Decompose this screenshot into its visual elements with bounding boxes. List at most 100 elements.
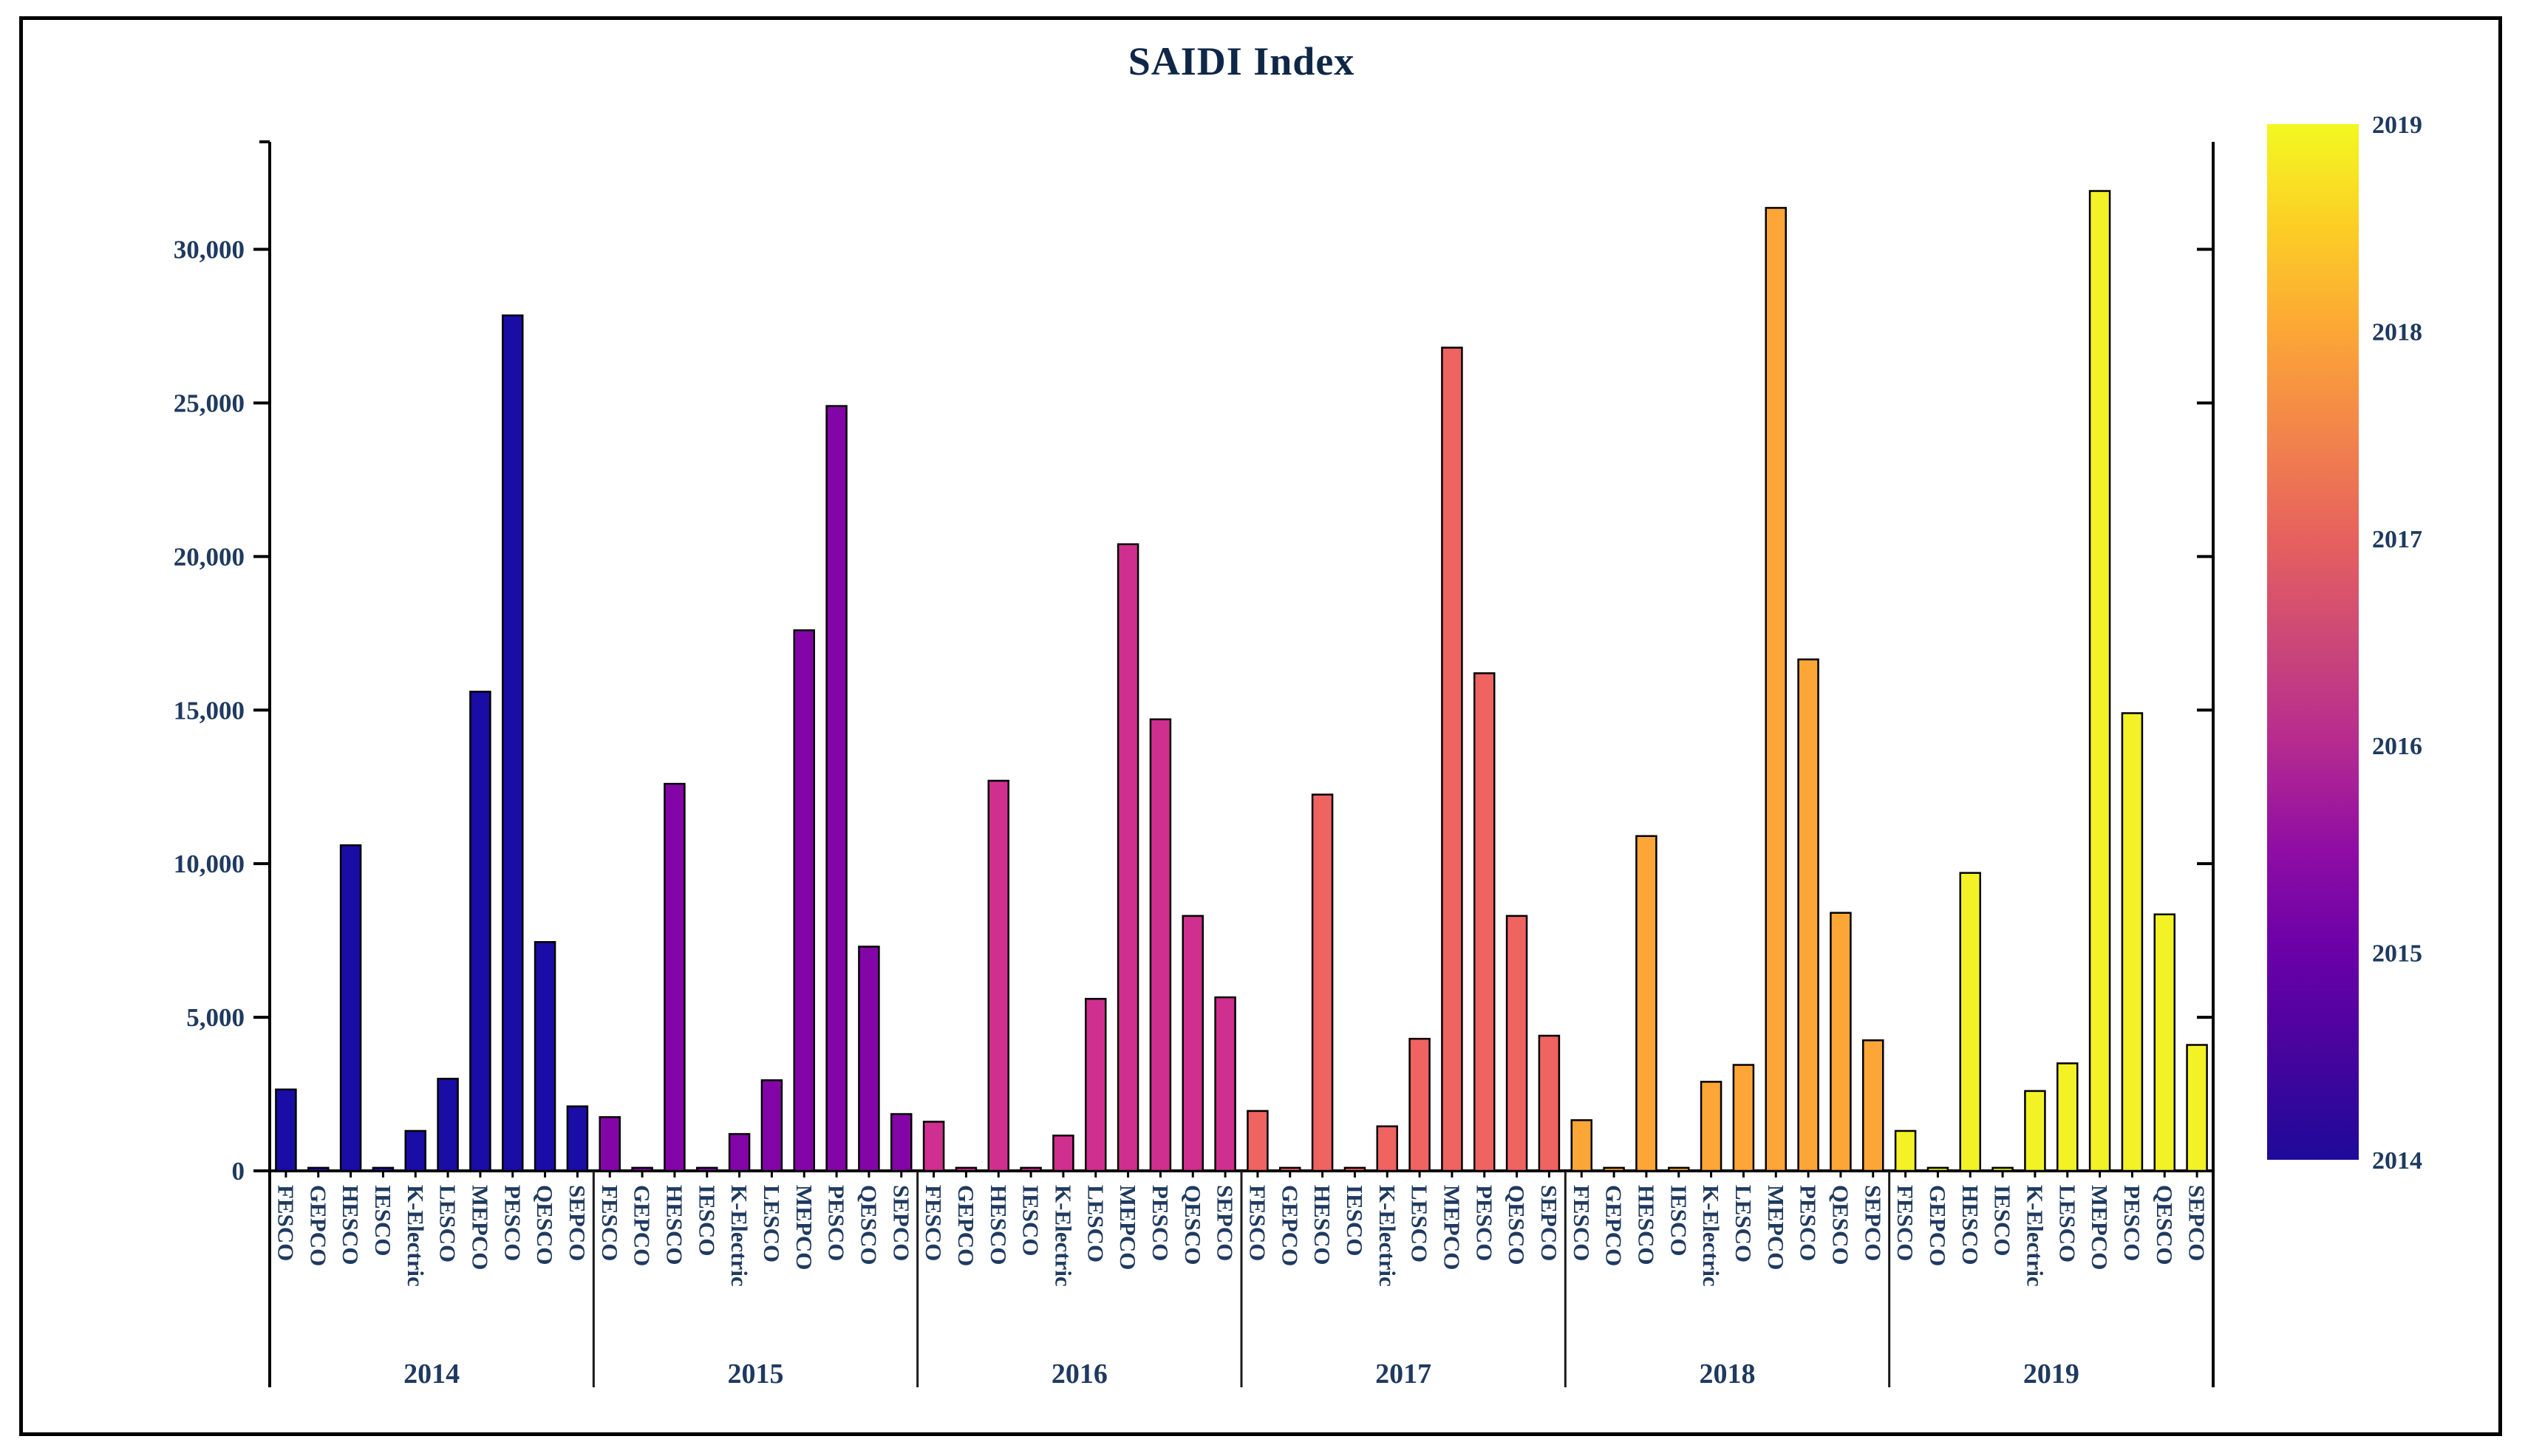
bar-2018-MEPCO	[1765, 207, 1787, 1172]
bar-2016-HESCO	[987, 779, 1009, 1172]
company-label: HESCO	[1633, 1185, 1659, 1265]
bar-2019-FESCO	[1894, 1129, 1917, 1172]
company-label: K-Electric	[403, 1185, 429, 1287]
company-label: QESCO	[856, 1185, 882, 1265]
bar-2014-K-Electric	[404, 1129, 426, 1172]
company-label: PESCO	[1471, 1185, 1497, 1261]
y-tick-label: 5,000	[186, 1003, 245, 1032]
bar-2019-QESCO	[2153, 913, 2175, 1172]
y-tick-label: 10,000	[174, 850, 245, 878]
bar-2016-GEPCO	[955, 1166, 978, 1172]
bar-2017-LESCO	[1408, 1037, 1431, 1172]
company-label: K-Electric	[726, 1185, 752, 1287]
y-tick-label: 30,000	[174, 236, 245, 264]
company-label: GEPCO	[1925, 1185, 1951, 1266]
bar-2017-SEPCO	[1538, 1034, 1561, 1172]
company-label: PESCO	[1148, 1185, 1173, 1261]
bar-2015-SEPCO	[890, 1112, 913, 1172]
company-label: HESCO	[338, 1185, 364, 1265]
bar-2017-FESCO	[1247, 1110, 1269, 1172]
y-tick-label: 0	[232, 1157, 245, 1186]
company-label: FESCO	[597, 1185, 623, 1261]
company-label: FESCO	[1569, 1185, 1595, 1261]
bar-2018-GEPCO	[1603, 1166, 1625, 1172]
company-label: QESCO	[532, 1185, 558, 1265]
colorbar	[2267, 124, 2359, 1160]
company-label: HESCO	[986, 1185, 1012, 1265]
colorbar-label: 2019	[2372, 112, 2422, 139]
company-label: LESCO	[1083, 1185, 1108, 1262]
company-label: LESCO	[759, 1185, 785, 1262]
company-label: PESCO	[500, 1185, 525, 1261]
bar-2017-MEPCO	[1441, 346, 1463, 1172]
company-label: QESCO	[1504, 1185, 1530, 1265]
bar-2018-HESCO	[1635, 835, 1657, 1172]
company-label: GEPCO	[305, 1185, 331, 1266]
company-label: FESCO	[1244, 1185, 1270, 1261]
company-label: FESCO	[1892, 1185, 1918, 1261]
bar-2016-MEPCO	[1117, 543, 1139, 1172]
company-label: SEPCO	[1213, 1185, 1238, 1261]
company-label: SEPCO	[1536, 1185, 1562, 1261]
bar-2017-PESCO	[1473, 672, 1496, 1172]
bar-2018-LESCO	[1732, 1064, 1755, 1172]
bar-2014-SEPCO	[566, 1105, 589, 1172]
company-label: MEPCO	[1763, 1185, 1789, 1270]
company-label: IESCO	[1342, 1185, 1368, 1256]
bar-2018-K-Electric	[1700, 1081, 1722, 1172]
year-label: 2019	[2023, 1358, 2079, 1390]
company-label: IESCO	[1666, 1185, 1691, 1256]
company-label: SEPCO	[565, 1185, 590, 1261]
bar-2019-HESCO	[1959, 872, 1981, 1172]
bar-2016-FESCO	[922, 1121, 945, 1172]
year-label: 2018	[1700, 1358, 1756, 1390]
company-label: HESCO	[1957, 1185, 1983, 1265]
company-label: HESCO	[661, 1185, 687, 1265]
bar-2016-K-Electric	[1052, 1134, 1074, 1172]
bar-2016-PESCO	[1149, 718, 1172, 1172]
year-label: 2017	[1375, 1358, 1431, 1390]
bar-2016-SEPCO	[1214, 996, 1236, 1172]
year-label: 2016	[1052, 1358, 1108, 1390]
bar-2018-FESCO	[1570, 1119, 1592, 1172]
bar-2018-IESCO	[1668, 1166, 1690, 1172]
bar-2019-IESCO	[1991, 1166, 2014, 1172]
company-label: IESCO	[1018, 1185, 1044, 1256]
bar-2019-K-Electric	[2024, 1090, 2046, 1172]
year-label: 2015	[728, 1358, 784, 1390]
company-label: QESCO	[2152, 1185, 2178, 1265]
bar-2015-MEPCO	[793, 629, 815, 1172]
colorbar-label: 2018	[2372, 318, 2422, 346]
bar-2014-QESCO	[534, 940, 556, 1172]
company-label: SEPCO	[2184, 1185, 2210, 1261]
company-label: K-Electric	[1050, 1185, 1076, 1287]
company-label: QESCO	[1827, 1185, 1853, 1265]
company-label: HESCO	[1309, 1185, 1335, 1265]
company-label: QESCO	[1180, 1185, 1206, 1265]
colorbar-label: 2016	[2372, 733, 2422, 760]
bar-2018-SEPCO	[1862, 1039, 1884, 1172]
figure-frame	[19, 16, 2502, 1436]
colorbar-label: 2014	[2372, 1147, 2422, 1175]
colorbar-label: 2015	[2372, 940, 2422, 968]
company-label: GEPCO	[953, 1185, 979, 1266]
bar-2017-QESCO	[1505, 915, 1528, 1172]
company-label: K-Electric	[2022, 1185, 2048, 1287]
company-label: LESCO	[2054, 1185, 2080, 1262]
company-label: SEPCO	[1860, 1185, 1886, 1261]
bar-2019-GEPCO	[1926, 1166, 1949, 1172]
bar-2015-PESCO	[825, 405, 848, 1172]
company-label: LESCO	[435, 1185, 461, 1262]
company-label: FESCO	[921, 1185, 947, 1261]
bar-2015-IESCO	[696, 1166, 718, 1172]
company-label: FESCO	[273, 1185, 299, 1261]
year-label: 2014	[403, 1358, 460, 1390]
y-tick-label: 25,000	[174, 389, 245, 417]
bar-2018-PESCO	[1797, 658, 1819, 1172]
company-label: PESCO	[824, 1185, 850, 1261]
company-label: LESCO	[1731, 1185, 1756, 1262]
company-label: GEPCO	[1277, 1185, 1303, 1266]
bar-2014-FESCO	[275, 1088, 297, 1172]
bar-2019-SEPCO	[2186, 1044, 2208, 1172]
